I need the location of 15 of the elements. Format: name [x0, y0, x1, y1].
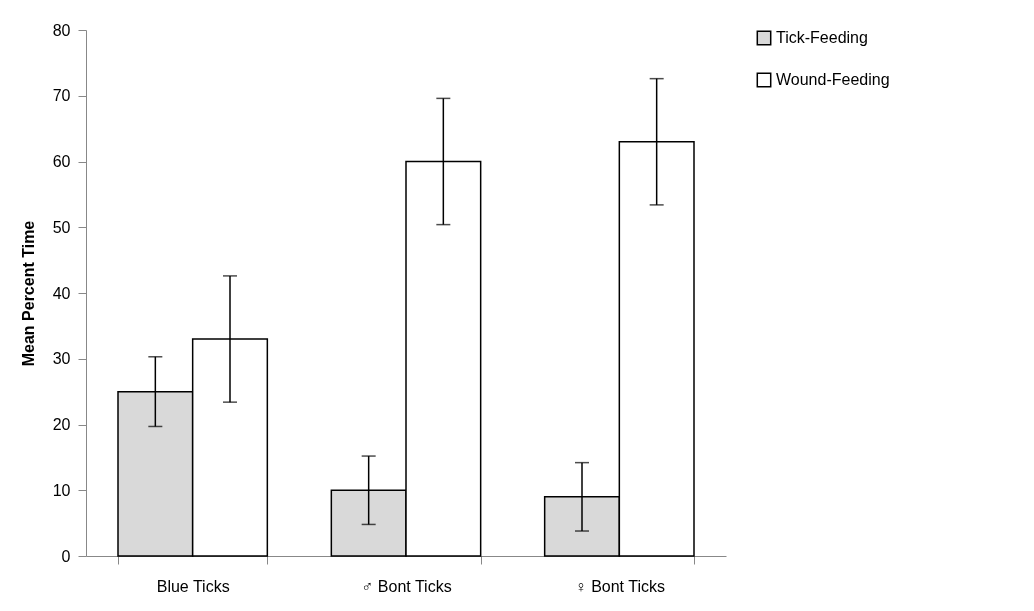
x-tick-label: ♀ Bont Ticks	[574, 577, 665, 595]
x-tick-label: Blue Ticks	[156, 577, 230, 595]
y-tick-label: 70	[52, 87, 71, 105]
y-tick-label: 50	[52, 218, 71, 236]
y-axis-title: Mean Percent Time	[19, 220, 37, 367]
y-tick-label: 80	[52, 21, 71, 39]
y-tick-label: 40	[52, 284, 71, 302]
y-tick-label: 10	[52, 481, 71, 499]
y-tick-label: 30	[52, 350, 71, 368]
y-tick-label: 20	[52, 416, 71, 433]
y-tick-label: 0	[61, 547, 71, 565]
y-tick-label: 60	[52, 153, 71, 170]
legend-label: Wound-Feeding	[776, 71, 890, 88]
x-tick-label: ♂ Bont Ticks	[361, 577, 452, 595]
legend-label: Tick-Feeding	[776, 29, 868, 46]
